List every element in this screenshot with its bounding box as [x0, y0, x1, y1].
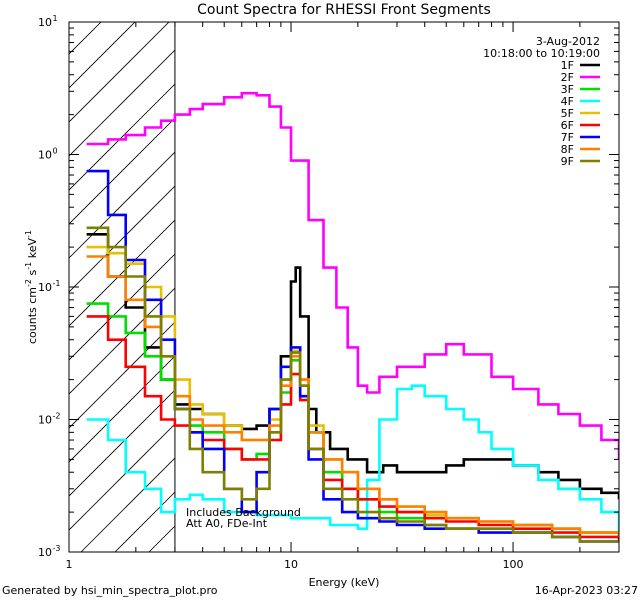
y-tick-label: 10: [38, 16, 52, 29]
series-layer: [86, 91, 619, 543]
legend-label-1f: 1F: [561, 59, 574, 72]
y-tick-label-exponent: -1: [53, 279, 61, 288]
background-note-line2: Att A0, FDe-Int: [186, 517, 268, 530]
y-tick-label: 10: [38, 414, 52, 427]
footer-timestamp: 16-Apr-2023 03:27: [535, 584, 638, 597]
legend-date: 3-Aug-2012: [536, 35, 600, 48]
legend-label-6f: 6F: [561, 119, 574, 132]
x-tick-label: 1: [66, 558, 73, 571]
y-axis-label-mid: s: [26, 269, 39, 278]
y-tick-label-exponent: -2: [53, 412, 61, 421]
y-axis-label-main: counts cm: [26, 287, 39, 344]
legend-label-5f: 5F: [561, 107, 574, 120]
legend-label-3f: 3F: [561, 83, 574, 96]
y-tick-label: 10: [38, 149, 52, 162]
y-tick-label: 10: [38, 281, 52, 294]
hatched-region: [0, 0, 619, 552]
axis-ticks: [68, 21, 620, 553]
y-tick-label-exponent: -3: [53, 544, 61, 553]
x-tick-label: 10: [284, 558, 298, 571]
x-axis-label: Energy (keV): [309, 576, 380, 589]
series-4f: [86, 384, 619, 533]
hatch-line: [69, 22, 102, 55]
y-tick-label: 10: [38, 546, 52, 559]
y-axis-label-exp1: -2: [24, 279, 33, 287]
series-2f: [86, 91, 619, 460]
x-tick-label: 100: [503, 558, 524, 571]
legend: 3-Aug-2012 10:18:00 to 10:19:00 1F2F3F4F…: [483, 35, 600, 168]
legend-label-7f: 7F: [561, 131, 574, 144]
y-axis-label-exp3: -1: [24, 230, 33, 238]
legend-label-8f: 8F: [561, 143, 574, 156]
hatch-line: [69, 22, 136, 89]
hatch-mask: [174, 22, 619, 552]
y-tick-label-exponent: 0: [53, 147, 58, 156]
series-9f: [86, 226, 619, 543]
y-axis-label-tail: keV: [26, 238, 39, 262]
hatch-line: [69, 22, 170, 123]
legend-time-range: 10:18:00 to 10:19:00: [483, 47, 600, 60]
footer-generated-by: Generated by hsi_min_spectra_plot.pro: [2, 584, 218, 597]
background-note-line1: Includes Background: [186, 506, 301, 519]
hatch-line: [0, 0, 103, 552]
y-axis-label: counts cm-2 s-1 keV-1: [24, 230, 39, 344]
legend-label-9f: 9F: [561, 155, 574, 168]
y-tick-label-exponent: 1: [53, 14, 58, 23]
x-tick-labels: 1 10 100: [66, 558, 524, 571]
hatch-line: [69, 22, 204, 157]
chart-title: Count Spectra for RHESSI Front Segments: [197, 2, 491, 18]
legend-label-2f: 2F: [561, 71, 574, 84]
y-axis-label-exp2: -1: [24, 262, 33, 270]
legend-label-4f: 4F: [561, 95, 574, 108]
